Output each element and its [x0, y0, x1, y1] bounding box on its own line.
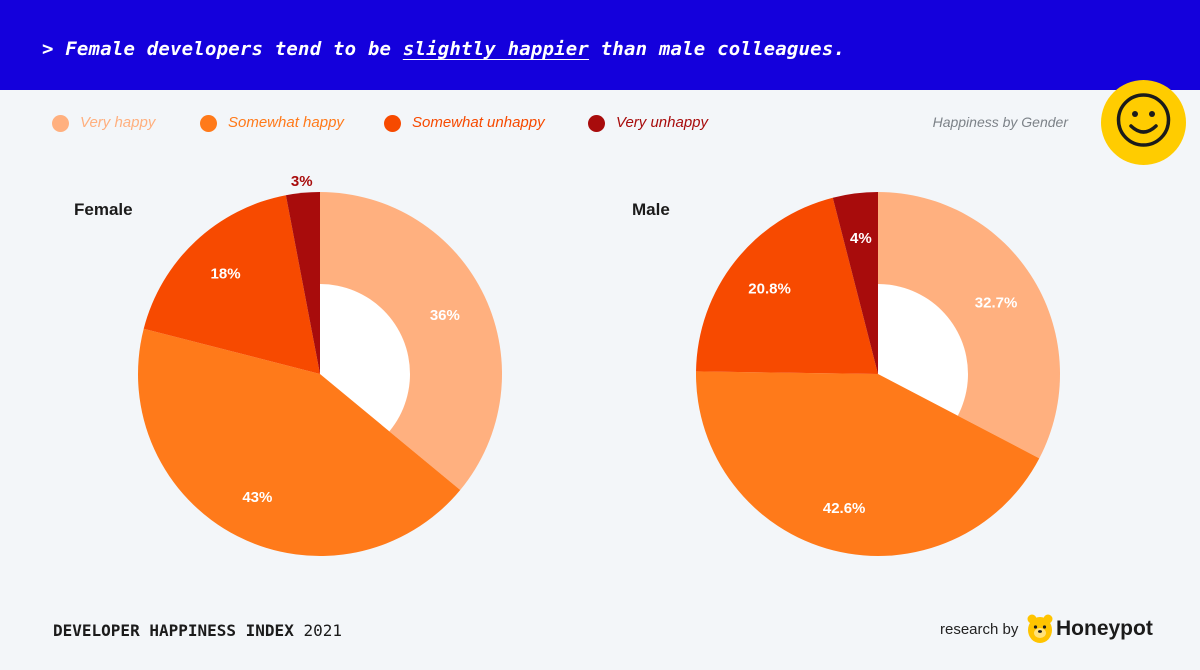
brand-name: Honeypot — [1056, 617, 1153, 640]
donut-slice-1 — [320, 192, 503, 491]
donut-data-label: 20.8% — [748, 281, 791, 298]
smiley-face-icon — [1101, 80, 1186, 165]
donut-data-label: 3% — [291, 173, 313, 190]
donut-data-label: 18% — [211, 265, 241, 282]
chart-title-male: Male — [632, 200, 670, 219]
headline-emphasis: slightly happier — [402, 38, 590, 60]
footer-year: 2021 — [303, 621, 342, 640]
legend-label: Very unhappy — [616, 114, 709, 131]
chart-subtitle: Happiness by Gender — [932, 114, 1068, 130]
donut-slice-4 — [285, 192, 320, 374]
donut-slice-2 — [695, 371, 1040, 556]
donut-male: 32.7% 42.6% 20.8% 4% — [695, 192, 1061, 556]
legend-swatch — [588, 115, 605, 132]
research-by-label: research by — [940, 621, 1019, 638]
footer-index-name: DEVELOPER HAPPINESS INDEX — [53, 621, 294, 640]
honeypot-bear-icon — [1027, 614, 1053, 643]
header-banner — [0, 0, 1200, 90]
donut-slice-2 — [138, 328, 461, 556]
donut-data-label: 42.6% — [823, 500, 866, 517]
donut-slice-4 — [832, 192, 878, 374]
legend-swatch — [52, 115, 69, 132]
legend-label: Somewhat happy — [228, 114, 344, 131]
donut-data-label: 43% — [242, 489, 272, 506]
donut-data-label: 32.7% — [975, 295, 1018, 312]
donut-female: 36% 43% 18% 3% — [138, 173, 503, 556]
legend-swatch — [384, 115, 401, 132]
legend-label: Very happy — [80, 114, 156, 131]
donut-slice-3 — [143, 195, 320, 374]
chart-title-female: Female — [74, 200, 133, 219]
footer-title: DEVELOPER HAPPINESS INDEX 2021 — [53, 621, 342, 640]
headline-suffix: than male colleagues. — [589, 38, 846, 60]
donut-slice-3 — [696, 197, 878, 374]
legend-swatch — [200, 115, 217, 132]
donut-data-label: 4% — [850, 230, 872, 247]
legend-label: Somewhat unhappy — [412, 114, 545, 131]
headline-prefix: > Female developers tend to be — [42, 38, 403, 60]
donut-data-label: 36% — [430, 307, 460, 324]
headline: > Female developers tend to be slightly … — [42, 38, 845, 60]
